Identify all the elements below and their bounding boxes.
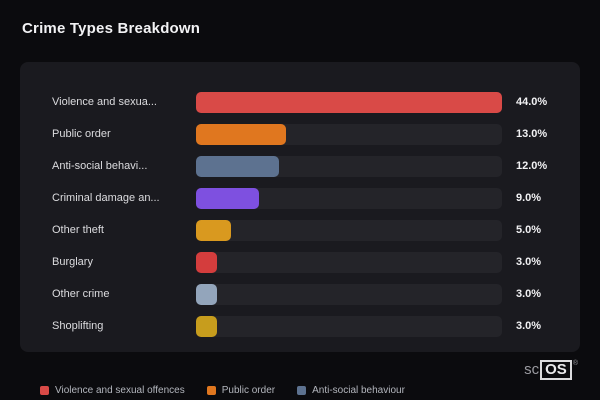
chart-row: Other crime 3.0% <box>52 278 564 310</box>
watermark-logo: sc OS ® <box>524 359 578 380</box>
chart-row: Criminal damage an... 9.0% <box>52 182 564 214</box>
bar-track <box>196 155 502 177</box>
value-label: 44.0% <box>516 96 548 108</box>
legend-item[interactable]: Violence and sexual offences <box>40 385 185 396</box>
value-label: 12.0% <box>516 160 548 172</box>
value-label: 3.0% <box>516 256 542 268</box>
bar[interactable] <box>196 187 259 209</box>
legend-item[interactable]: Anti-social behaviour <box>297 385 405 396</box>
bar-track <box>196 187 502 209</box>
chart-row: Violence and sexua... 44.0% <box>52 86 564 118</box>
chart-row: Other theft 5.0% <box>52 214 564 246</box>
legend-label: Anti-social behaviour <box>312 385 405 396</box>
bar[interactable] <box>196 219 231 241</box>
chart-row: Anti-social behavi... 12.0% <box>52 150 564 182</box>
category-label: Violence and sexua... <box>52 96 157 108</box>
value-label: 13.0% <box>516 128 548 140</box>
value-label: 5.0% <box>516 224 542 236</box>
category-label: Shoplifting <box>52 320 104 332</box>
category-label: Other crime <box>52 288 110 300</box>
page-title: Crime Types Breakdown <box>22 20 201 37</box>
bar-track <box>196 251 502 273</box>
chart-panel: Violence and sexua... 44.0% Public order 13… <box>20 62 580 352</box>
bar-track <box>196 123 502 145</box>
category-label: Other theft <box>52 224 104 236</box>
legend-label: Violence and sexual offences <box>55 385 185 396</box>
bar-track <box>196 91 502 113</box>
chart-row: Shoplifting 3.0% <box>52 310 564 342</box>
legend-swatch <box>297 386 307 395</box>
category-label: Burglary <box>52 256 93 268</box>
category-label: Criminal damage an... <box>52 192 160 204</box>
legend-item[interactable]: Public order <box>206 385 276 396</box>
legend-swatch <box>206 386 216 395</box>
bar[interactable] <box>196 123 287 145</box>
legend-swatch <box>40 386 49 395</box>
legend-label: Public order <box>221 385 276 396</box>
value-label: 9.0% <box>516 192 542 204</box>
bar[interactable] <box>196 91 502 113</box>
bar[interactable] <box>196 315 217 337</box>
category-label: Public order <box>52 128 111 140</box>
bar-track <box>196 315 502 337</box>
bar[interactable] <box>196 283 217 305</box>
legend: Violence and sexual offences Public order… <box>40 385 405 396</box>
bar[interactable] <box>196 251 217 273</box>
category-label: Anti-social behavi... <box>52 160 148 172</box>
watermark-boxed: OS <box>540 359 572 380</box>
registered-mark: ® <box>572 359 578 367</box>
chart-row: Burglary 3.0% <box>52 246 564 278</box>
bar[interactable] <box>196 155 280 177</box>
chart-rows: Violence and sexua... 44.0% Public order 13… <box>52 86 564 342</box>
chart-row: Public order 13.0% <box>52 118 564 150</box>
value-label: 3.0% <box>516 288 542 300</box>
watermark-prefix: sc <box>524 361 540 379</box>
bar-track <box>196 219 502 241</box>
value-label: 3.0% <box>516 320 542 332</box>
bar-track <box>196 283 502 305</box>
